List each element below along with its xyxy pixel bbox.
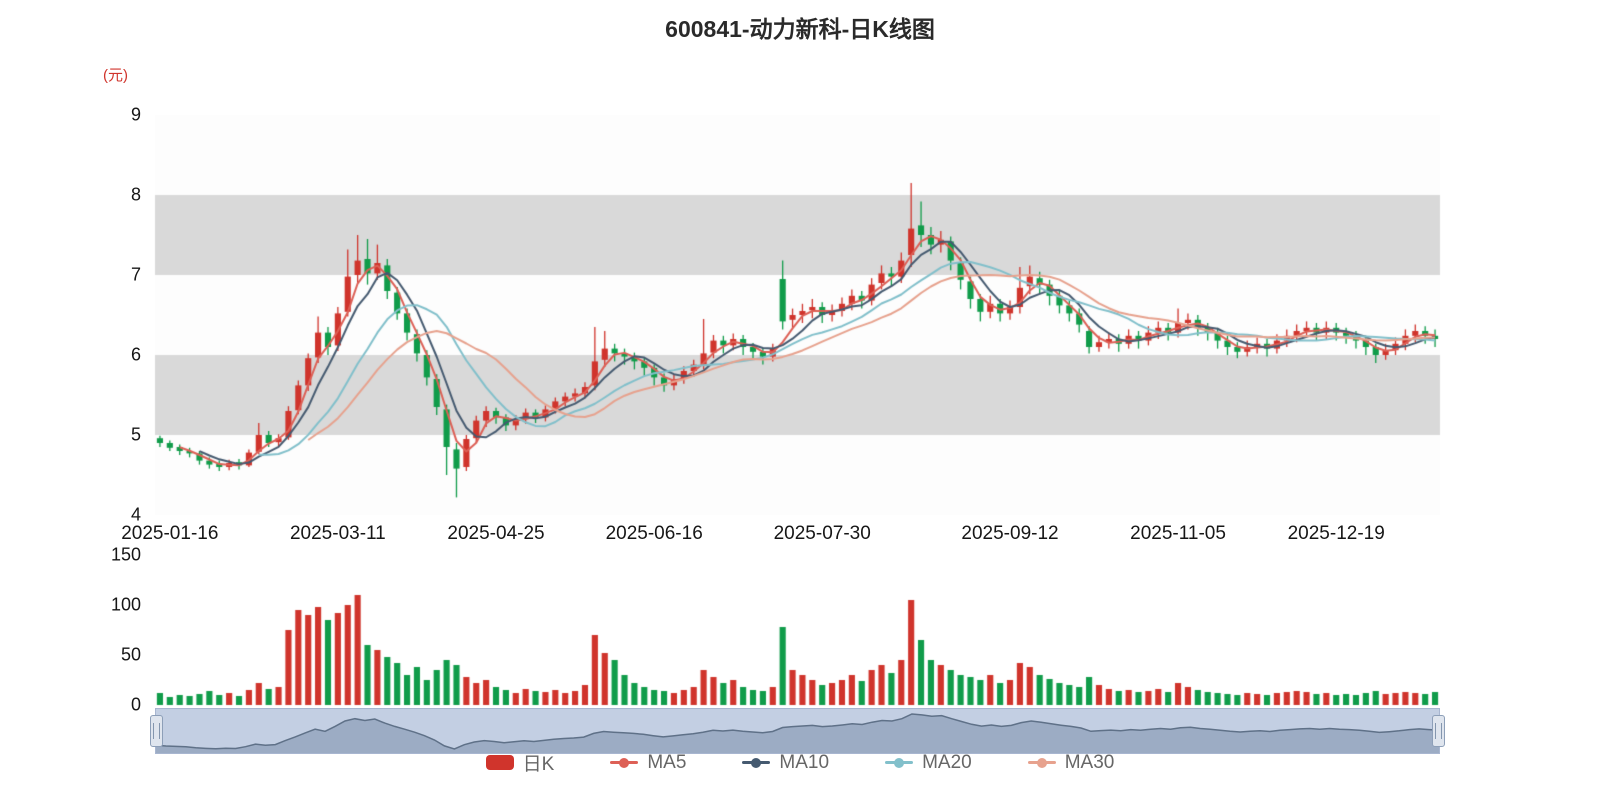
data-zoom-right-handle[interactable] — [1432, 715, 1445, 747]
y-axis-label: 5 — [130, 424, 141, 445]
legend-label-ma30: MA30 — [1064, 751, 1115, 773]
navigator-sparkline — [156, 713, 1439, 753]
y-axis-label: 6 — [130, 344, 141, 365]
volume-axis-label: 0 — [130, 694, 141, 715]
x-axis-label: 2025-04-25 — [447, 523, 545, 544]
x-axis-label: 2025-07-30 — [773, 523, 871, 544]
x-axis-label: 2025-11-05 — [1130, 523, 1226, 544]
y-axis-label: 4 — [130, 504, 141, 525]
x-axis-label: 2025-03-11 — [289, 523, 386, 544]
legend-label-ma20: MA20 — [922, 751, 972, 773]
volume-axis-label: 50 — [120, 644, 141, 665]
ma30-marker-icon — [1027, 756, 1056, 770]
data-zoom-slider[interactable] — [150, 708, 1445, 754]
legend: 日K MA5 MA10 MA20 MA30 — [0, 749, 1600, 776]
legend-item-daily-k[interactable]: 日K — [485, 749, 555, 776]
legend-label-ma5: MA5 — [647, 751, 687, 773]
y-axis-label: 9 — [130, 104, 141, 125]
legend-label-ma10: MA10 — [779, 751, 830, 773]
ma10-marker-icon — [742, 756, 771, 770]
x-axis-label: 2025-12-19 — [1287, 523, 1385, 544]
volume-axis-label: 100 — [110, 594, 141, 615]
legend-item-ma20[interactable]: MA20 — [885, 752, 972, 774]
y-axis-label: 7 — [130, 264, 141, 285]
legend-item-ma5[interactable]: MA5 — [610, 752, 686, 774]
data-zoom-left-handle[interactable] — [150, 715, 163, 747]
legend-item-ma10[interactable]: MA10 — [742, 752, 829, 774]
legend-item-ma30[interactable]: MA30 — [1027, 751, 1115, 774]
x-axis-label: 2025-01-16 — [121, 523, 219, 544]
x-axis-label: 2025-06-16 — [605, 523, 703, 544]
daily-k-marker-icon — [485, 755, 514, 770]
legend-label-daily-k: 日K — [522, 754, 555, 775]
x-axis-label: 2025-09-12 — [961, 523, 1059, 544]
y-axis-label: 8 — [130, 184, 141, 205]
ma5-marker-icon — [610, 756, 639, 770]
volume-axis-label: 150 — [110, 544, 141, 565]
ma20-marker-icon — [885, 756, 914, 770]
